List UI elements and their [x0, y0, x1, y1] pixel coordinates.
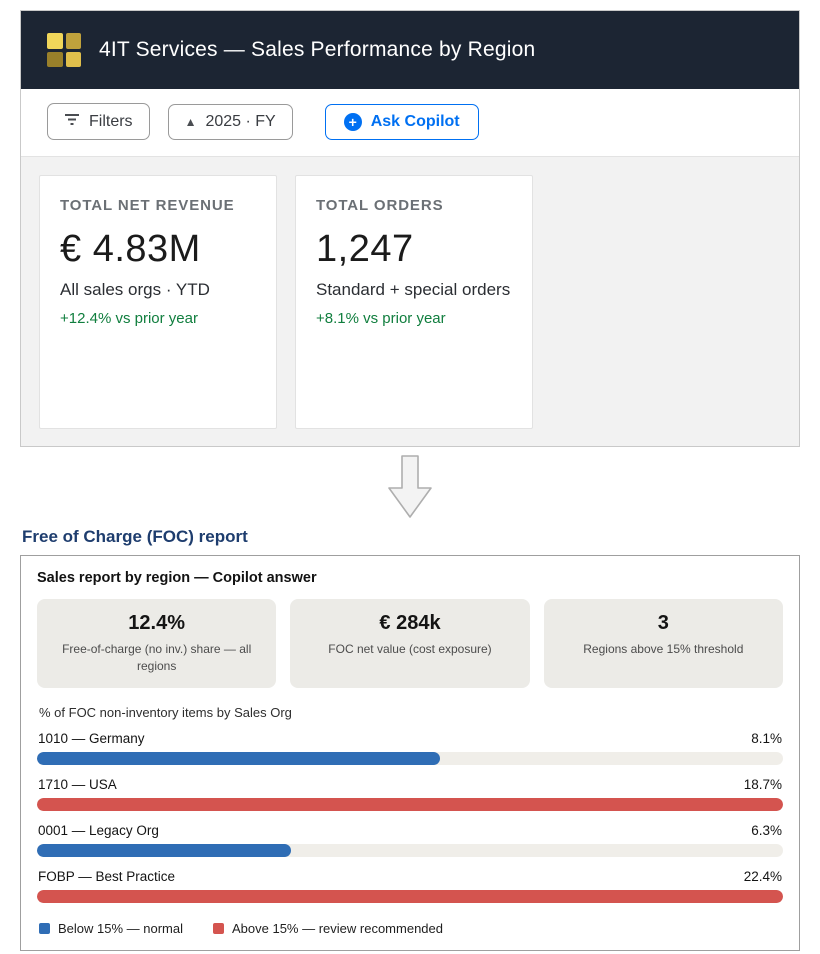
stat-card-foc-share: 12.4% Free-of-charge (no inv.) share — a…	[37, 599, 277, 688]
kpi-title: TOTAL ORDERS	[316, 197, 444, 214]
bar-fill	[37, 751, 440, 765]
panel-title: Sales report by region — Copilot answer	[37, 570, 317, 586]
bar-category-label: 1010 — Germany	[38, 730, 145, 746]
chart-title: % of FOC non-inventory items by Sales Or…	[39, 704, 292, 720]
bar-row-germany: 1010 — Germany 8.1%	[37, 731, 783, 765]
bar-value-label: 18.7%	[743, 776, 782, 792]
ask-copilot-label: Ask Copilot	[370, 112, 460, 130]
legend-label: Below 15% — normal	[58, 920, 183, 936]
kpi-value: 1,247	[316, 228, 414, 271]
stat-card-regions-above-threshold: 3 Regions above 15% threshold	[543, 599, 783, 688]
bar-row-usa: 1710 — USA 18.7%	[37, 777, 783, 811]
kpi-area: TOTAL NET REVENUE € 4.83M All sales orgs…	[21, 156, 799, 446]
bar-track	[37, 797, 783, 811]
bar-track	[37, 843, 783, 857]
filters-button-label: Filters	[89, 112, 133, 130]
filters-button[interactable]: Filters	[47, 103, 150, 140]
period-selector-button[interactable]: ▲ 2025 · FY	[167, 103, 293, 140]
foc-report-panel: Sales report by region — Copilot answer …	[20, 555, 800, 951]
bar-category-label: 1710 — USA	[38, 776, 117, 792]
kpi-card-net-revenue: TOTAL NET REVENUE € 4.83M All sales orgs…	[39, 175, 277, 429]
kpi-subtitle: Standard + special orders	[316, 280, 511, 300]
stat-value: 12.4%	[128, 612, 186, 634]
foc-report-heading: Free of Charge (FOC) report	[22, 527, 248, 546]
chart-legend: Below 15% — normal Above 15% — review re…	[37, 915, 783, 940]
bar-value-label: 8.1%	[751, 730, 782, 746]
bar-row-legacy-org: 0001 — Legacy Org 6.3%	[37, 823, 783, 857]
stat-value: € 284k	[379, 612, 441, 634]
filter-icon	[64, 112, 80, 131]
stat-cards: 12.4% Free-of-charge (no inv.) share — a…	[37, 599, 783, 688]
legend-item-below-threshold: Below 15% — normal	[39, 921, 183, 936]
kpi-delta: +8.1% vs prior year	[316, 310, 446, 328]
app-header: 4IT Services — Sales Performance by Regi…	[21, 11, 799, 89]
triangle-up-icon: ▲	[184, 114, 197, 129]
stat-value: 3	[657, 612, 669, 634]
bar-row-best-practice: FOBP — Best Practice 22.4%	[37, 869, 783, 903]
kpi-subtitle: All sales orgs · YTD	[60, 280, 210, 300]
bar-track	[37, 889, 783, 903]
stat-label: Regions above 15% threshold	[583, 642, 744, 656]
period-label: 2025 · FY	[205, 112, 276, 130]
bar-fill	[37, 797, 783, 811]
bar-fill	[37, 889, 783, 903]
bar-value-label: 6.3%	[751, 822, 782, 838]
stat-label: Free-of-charge (no inv.) share — all reg…	[62, 642, 252, 673]
down-arrow-icon	[388, 455, 432, 518]
app-title: 4IT Services — Sales Performance by Regi…	[99, 38, 536, 61]
bar-fill	[37, 843, 291, 857]
legend-swatch-blue	[39, 922, 50, 934]
bar-value-label: 22.4%	[743, 868, 782, 884]
bar-track	[37, 751, 783, 765]
kpi-value: € 4.83M	[60, 228, 201, 271]
ask-copilot-button[interactable]: + Ask Copilot	[324, 103, 479, 140]
plus-circle-icon: +	[343, 112, 362, 131]
bar-chart: 1010 — Germany 8.1% 1710 — USA 18.7% 000…	[37, 731, 783, 903]
app-logo-icon	[47, 33, 81, 67]
flow-connector	[0, 447, 820, 523]
legend-label: Above 15% — review recommended	[232, 920, 443, 936]
kpi-card-total-orders: TOTAL ORDERS 1,247 Standard + special or…	[295, 175, 533, 429]
dashboard-panel: 4IT Services — Sales Performance by Regi…	[20, 10, 800, 447]
stat-card-foc-net-value: € 284k FOC net value (cost exposure)	[290, 599, 530, 688]
stat-label: FOC net value (cost exposure)	[328, 642, 492, 656]
toolbar: Filters ▲ 2025 · FY + Ask Copilot	[21, 89, 799, 156]
bar-category-label: 0001 — Legacy Org	[38, 822, 159, 838]
kpi-delta: +12.4% vs prior year	[60, 310, 198, 328]
kpi-title: TOTAL NET REVENUE	[60, 197, 235, 214]
bar-category-label: FOBP — Best Practice	[38, 868, 176, 884]
legend-swatch-red	[213, 922, 224, 934]
legend-item-above-threshold: Above 15% — review recommended	[213, 921, 443, 936]
